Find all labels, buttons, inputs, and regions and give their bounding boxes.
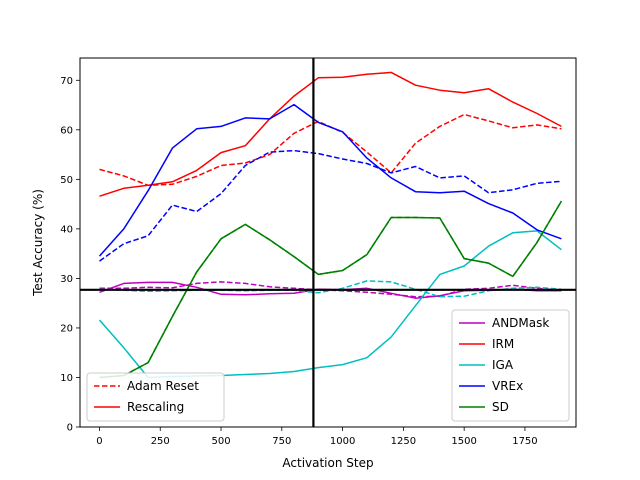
y-tick-label: 50 [60, 175, 73, 186]
series-line-andmask-dashed [99, 281, 562, 298]
x-tick-label: 1000 [330, 436, 355, 447]
legend-label-andmask: ANDMask [492, 316, 549, 330]
legend-box [451, 309, 570, 422]
legend-label-iga: IGA [492, 358, 514, 372]
series-layer [98, 71, 563, 379]
x-tick-label: 1750 [512, 436, 537, 447]
series-line-vrex-dashed [99, 149, 562, 262]
y-tick-label: 40 [60, 224, 73, 235]
series-line-sd-dashed [99, 200, 563, 379]
legend-label-adam-reset: Adam Reset [127, 379, 199, 393]
legend-box [86, 372, 225, 422]
legend-method: Adam Reset Rescaling [86, 372, 225, 422]
y-tick-label: 20 [60, 323, 73, 334]
series-line-irm-solid [99, 71, 562, 197]
y-tick-label: 30 [60, 274, 73, 285]
legend-label-irm: IRM [492, 337, 514, 351]
series-line-vrex-solid [98, 103, 562, 257]
x-tick-label: 1250 [391, 436, 416, 447]
x-tick-label: 500 [211, 436, 230, 447]
legend-label-vrex: VREx [492, 379, 523, 393]
y-axis-label: Test Accuracy (%) [31, 189, 45, 297]
x-tick-label: 750 [272, 436, 291, 447]
y-tick-label: 10 [60, 373, 73, 384]
axis-ticks: 0 250 500 750 1000 1250 1500 1750 0 10 20 30 40 50 60 7… [60, 76, 537, 447]
legend-label-sd: SD [492, 400, 509, 414]
x-tick-label: 250 [151, 436, 170, 447]
legend-algorithm: ANDMask IRM IGA VREx SD [451, 309, 570, 422]
plot-frame [79, 57, 577, 428]
x-axis-label: Activation Step [282, 456, 373, 470]
x-tick-label: 1500 [451, 436, 476, 447]
legend-label-rescaling: Rescaling [127, 400, 184, 414]
y-tick-label: 60 [60, 125, 73, 136]
reference-lines [80, 58, 576, 427]
x-tick-label: 0 [96, 436, 102, 447]
y-tick-label: 0 [67, 423, 73, 434]
y-tick-label: 70 [60, 76, 73, 87]
